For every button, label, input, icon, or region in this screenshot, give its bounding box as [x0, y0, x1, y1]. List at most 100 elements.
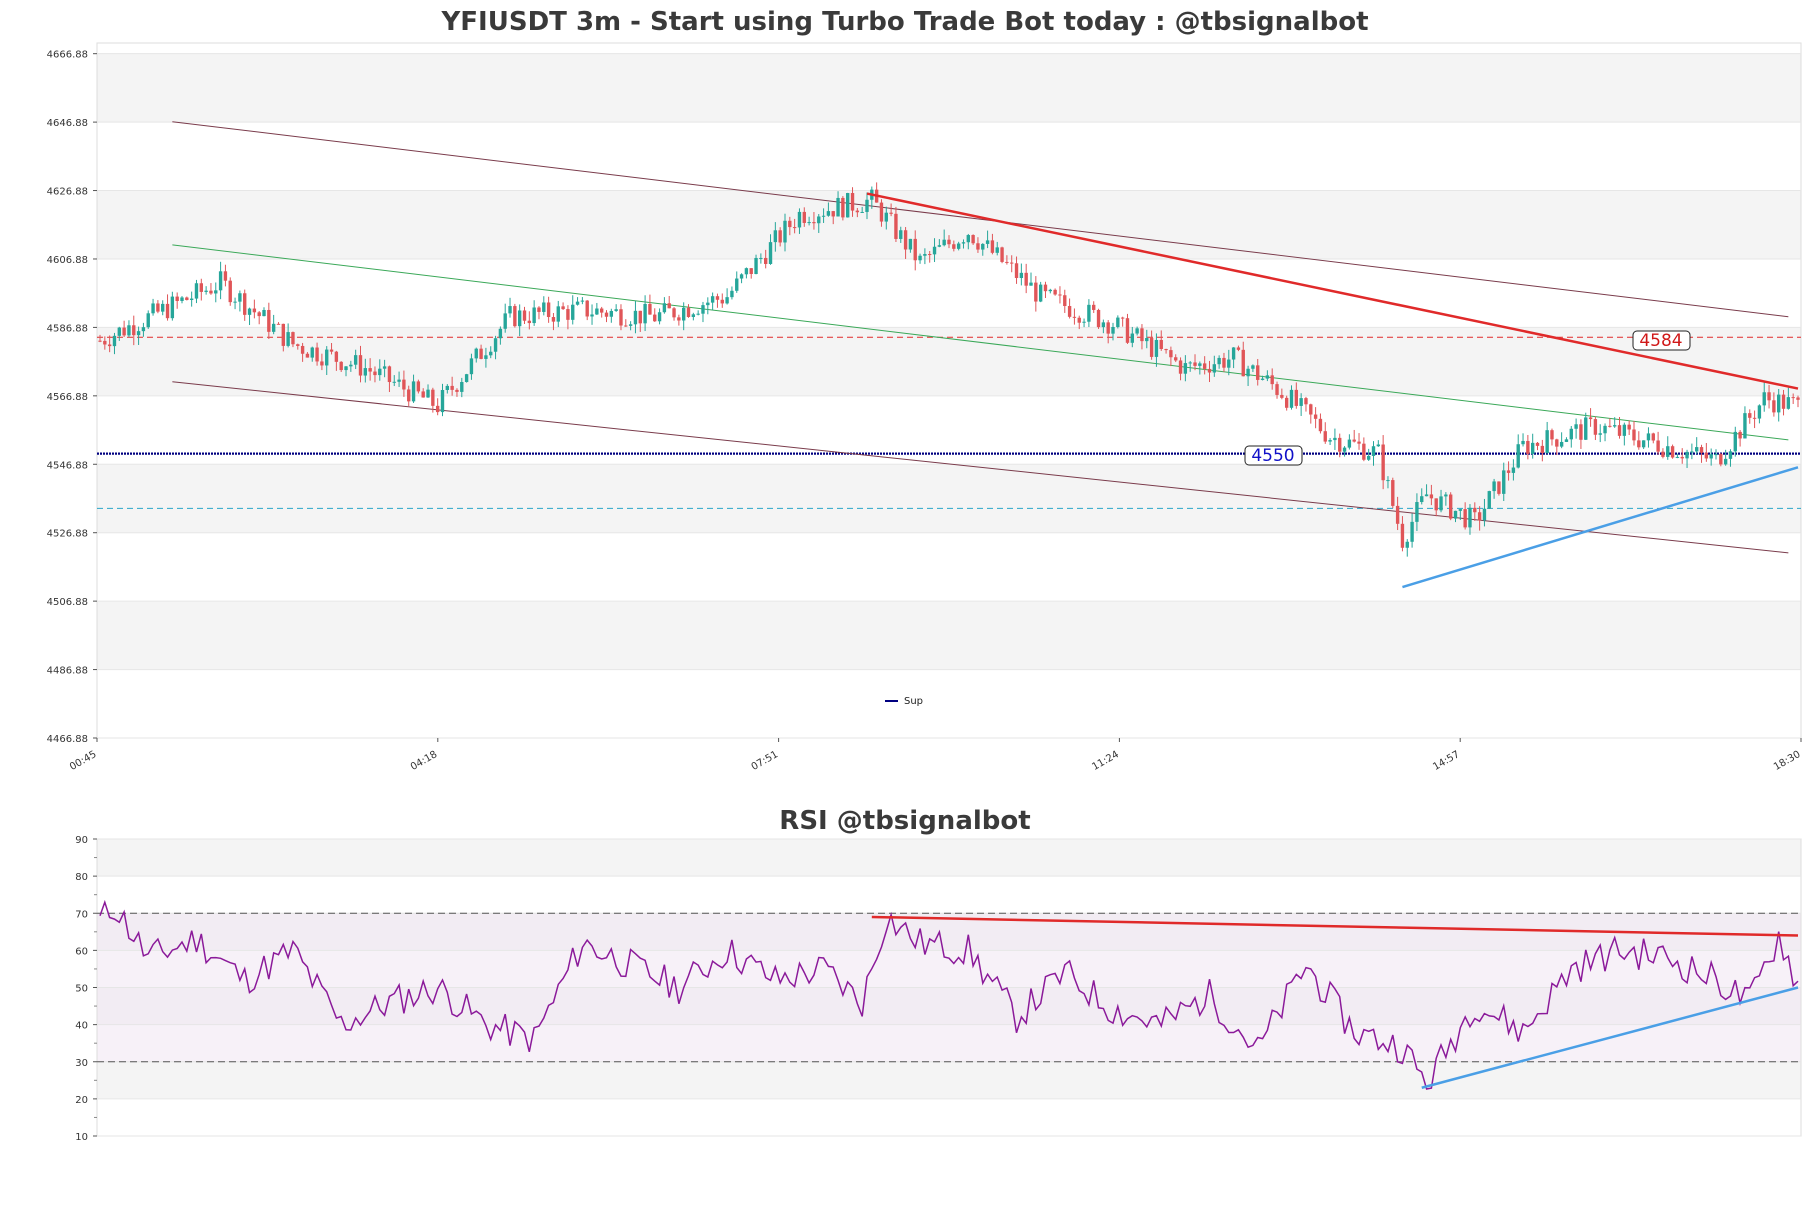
candle-body — [1284, 397, 1289, 408]
candle-body — [310, 347, 314, 358]
price-band — [97, 464, 1801, 533]
rsi-y-tick-label: 20 — [75, 1095, 88, 1106]
candle-body — [932, 246, 937, 255]
candle-body — [590, 314, 594, 317]
candle-body — [1675, 456, 1680, 458]
candle-body — [1420, 496, 1424, 503]
candle-body — [1617, 425, 1622, 436]
candle-body — [783, 220, 787, 243]
price-y-tick-label: 4486.88 — [47, 666, 88, 677]
candle-body — [334, 351, 339, 362]
candle-body — [1545, 430, 1549, 453]
candle-body — [1381, 444, 1385, 481]
candle-body — [561, 306, 565, 310]
candle-body — [339, 361, 343, 371]
rsi-y-tick-label: 70 — [75, 909, 88, 920]
candle-body — [546, 302, 551, 318]
candle-body — [947, 239, 951, 245]
price-support-trendline — [1402, 466, 1799, 589]
candle-body — [1632, 429, 1636, 441]
price-band — [97, 190, 1801, 259]
candle-body — [1063, 295, 1067, 307]
rsi-y-tick-label: 10 — [75, 1132, 88, 1143]
candle-body — [1014, 263, 1019, 279]
support-tag-label: 4550 — [1251, 446, 1294, 466]
candle-body — [1260, 378, 1265, 380]
candle-body — [1154, 339, 1159, 357]
candle-body — [648, 303, 652, 315]
candle-body — [1521, 440, 1525, 445]
candle-body — [542, 302, 546, 312]
candle-body — [344, 366, 348, 371]
candle-body — [161, 303, 165, 312]
candle-body — [368, 368, 372, 372]
candle-body — [517, 310, 522, 327]
channel-mid-line — [172, 244, 1789, 441]
candle-body — [1550, 430, 1554, 440]
candle-body — [662, 303, 667, 313]
candle-body — [214, 290, 218, 294]
candle-body — [358, 355, 363, 376]
candle-body — [281, 323, 285, 346]
candle-body — [1777, 394, 1781, 413]
candle-body — [672, 308, 676, 318]
candle-body — [1424, 494, 1429, 497]
candle-body — [1333, 437, 1337, 441]
candle-body — [1530, 442, 1535, 454]
legend-sup-label: Sup — [904, 696, 923, 707]
candle-body — [1781, 394, 1786, 409]
candle-body — [1695, 447, 1699, 452]
candle-body — [1289, 389, 1294, 408]
candle-body — [257, 312, 261, 317]
candle-body — [1646, 433, 1651, 441]
candle-body — [865, 199, 869, 212]
price-x-tick-label: 11:24 — [1090, 749, 1120, 773]
candle-body — [1391, 480, 1395, 506]
candle-body — [218, 271, 223, 291]
candle-body — [1174, 357, 1178, 361]
rsi-y-tick-label: 50 — [75, 984, 88, 995]
candle-body — [1540, 445, 1545, 453]
candle-body — [826, 211, 831, 216]
candle-body — [262, 309, 266, 317]
candle-body — [1342, 447, 1347, 452]
candle-body — [107, 344, 112, 347]
candle-body — [484, 355, 488, 359]
candle-body — [382, 366, 387, 369]
candle-body — [204, 290, 208, 292]
candle-body — [1439, 496, 1443, 511]
candle-body — [1140, 328, 1144, 342]
candle-body — [1415, 502, 1419, 522]
candle-body — [291, 332, 295, 345]
candle-body — [1748, 413, 1752, 418]
candle-body — [305, 353, 310, 358]
candle-body — [952, 244, 956, 249]
candle-body — [243, 293, 247, 315]
candle-body — [1574, 424, 1578, 429]
rsi-resistance-trendline — [871, 915, 1799, 937]
candle-body — [440, 389, 445, 413]
candle-body — [1280, 394, 1284, 398]
candle-body — [194, 283, 199, 299]
candle-body — [151, 303, 155, 314]
candle-body — [1092, 304, 1096, 310]
candle-body — [846, 193, 850, 218]
support-tag: 4550 — [1244, 445, 1303, 466]
candle-body — [937, 245, 942, 247]
candle-body — [1072, 316, 1077, 318]
price-band — [97, 53, 1801, 123]
candle-body — [971, 235, 975, 244]
candle-body — [1685, 451, 1689, 459]
candle-body — [252, 308, 257, 313]
rsi-y-tick-label: 90 — [75, 835, 88, 846]
candle-body — [749, 268, 753, 275]
price-y-tick-label: 4606.88 — [47, 255, 88, 266]
price-x-tick-label: 14:57 — [1431, 749, 1461, 773]
candle-body — [966, 235, 970, 243]
candle-body — [1241, 349, 1245, 377]
candle-body — [817, 216, 821, 224]
candle-body — [402, 379, 406, 390]
candle-body — [1111, 327, 1115, 334]
candle-body — [431, 389, 435, 406]
